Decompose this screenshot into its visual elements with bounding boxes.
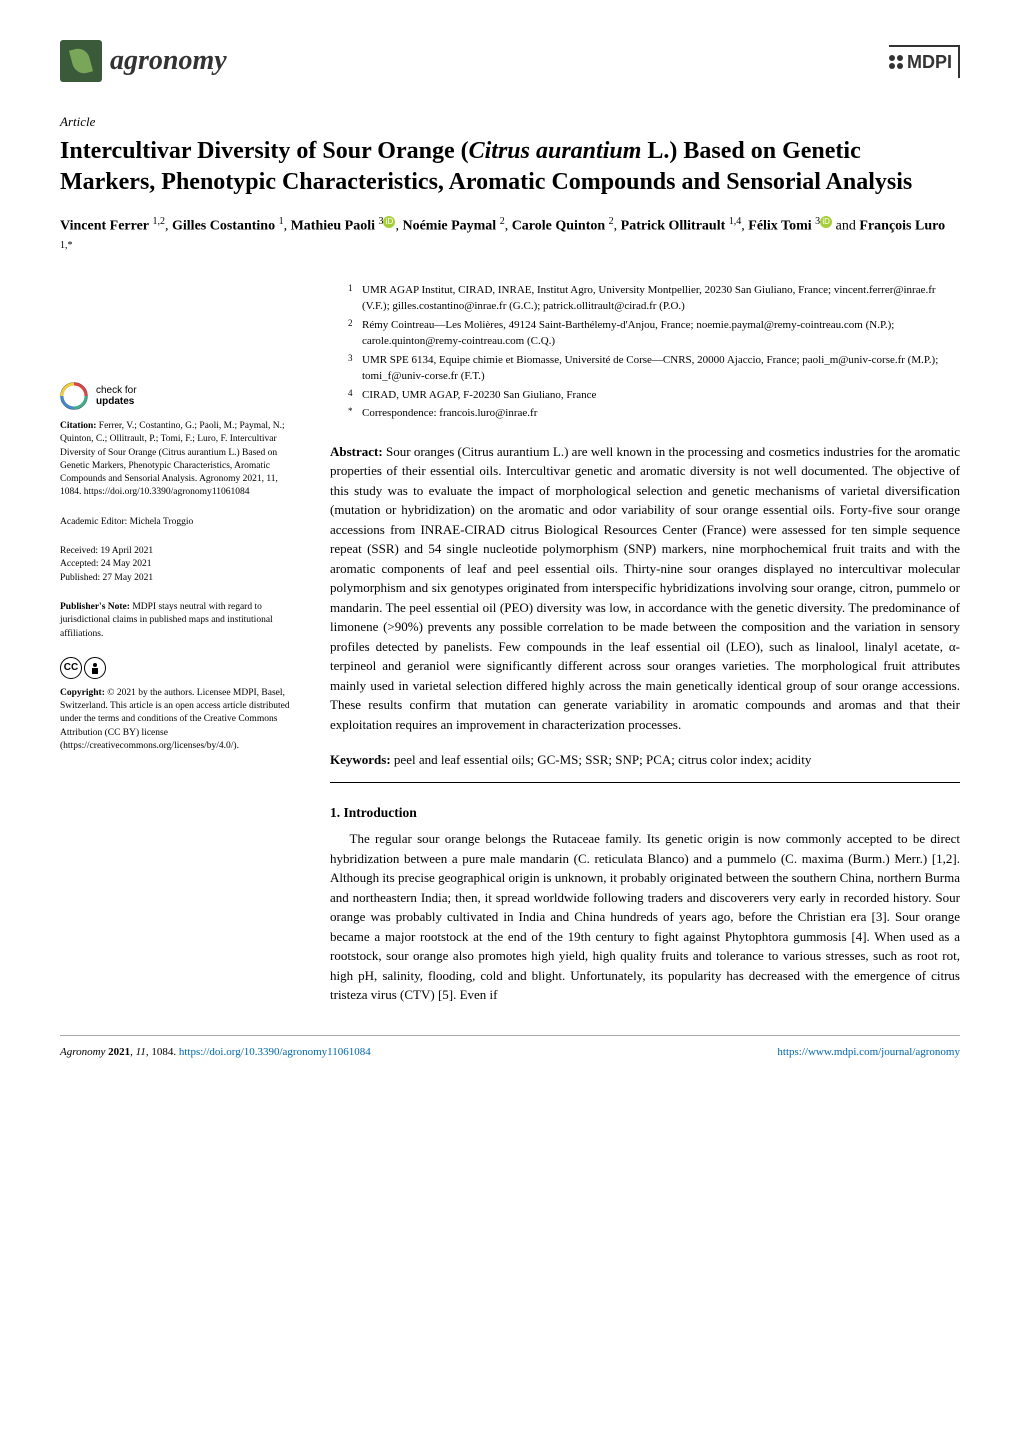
- section-divider: [330, 782, 960, 783]
- abstract-text: Sour oranges (Citrus aurantium L.) are w…: [330, 444, 960, 732]
- abstract-block: Abstract: Sour oranges (Citrus aurantium…: [330, 442, 960, 735]
- copyright-label: Copyright:: [60, 688, 105, 698]
- author-name: Mathieu Paoli: [291, 219, 375, 234]
- affiliation-text: UMR AGAP Institut, CIRAD, INRAE, Institu…: [362, 282, 960, 315]
- title-pre: Intercultivar Diversity of Sour Orange (: [60, 138, 469, 164]
- author-list: Vincent Ferrer 1,2, Gilles Costantino 1,…: [60, 214, 960, 262]
- affiliation-num: 1: [348, 282, 362, 315]
- author-affiliation-sup: 1,2: [153, 216, 166, 227]
- journal-logo: agronomy: [60, 40, 227, 82]
- author-affiliation-sup: 2: [609, 216, 614, 227]
- metadata-sidebar: check forupdates Citation: Ferrer, V.; C…: [60, 282, 300, 1005]
- author-name: François Luro: [859, 219, 945, 234]
- mdpi-logo: MDPI: [889, 45, 960, 78]
- accepted-label: Accepted:: [60, 559, 99, 569]
- cc-by-badge-icon: CC: [60, 657, 300, 679]
- affiliation-row: *Correspondence: francois.luro@inrae.fr: [348, 405, 960, 422]
- accepted-date: 24 May 2021: [101, 559, 152, 569]
- affiliation-row: 2Rémy Cointreau—Les Molières, 49124 Sain…: [348, 317, 960, 350]
- abstract-label: Abstract:: [330, 444, 383, 459]
- main-content: 1UMR AGAP Institut, CIRAD, INRAE, Instit…: [330, 282, 960, 1005]
- page-header: agronomy MDPI: [60, 40, 960, 82]
- affiliation-row: 1UMR AGAP Institut, CIRAD, INRAE, Instit…: [348, 282, 960, 315]
- editor-name: Michela Troggio: [130, 517, 194, 527]
- orcid-icon: iD: [820, 216, 832, 228]
- author-name: Vincent Ferrer: [60, 219, 149, 234]
- journal-url-link[interactable]: https://www.mdpi.com/journal/agronomy: [777, 1046, 960, 1058]
- affiliation-num: 3: [348, 352, 362, 385]
- affiliation-text: Rémy Cointreau—Les Molières, 49124 Saint…: [362, 317, 960, 350]
- agronomy-leaf-icon: [60, 40, 102, 82]
- affiliation-num: *: [348, 405, 362, 422]
- check-for-updates[interactable]: check forupdates: [60, 382, 300, 410]
- received-label: Received:: [60, 546, 98, 556]
- affiliations-list: 1UMR AGAP Institut, CIRAD, INRAE, Instit…: [330, 282, 960, 422]
- footer-left: Agronomy 2021, 11, 1084. https://doi.org…: [60, 1044, 371, 1061]
- author-affiliation-sup: 1: [279, 216, 284, 227]
- affiliation-row: 3UMR SPE 6134, Equipe chimie et Biomasse…: [348, 352, 960, 385]
- pubnote-label: Publisher's Note:: [60, 602, 130, 612]
- title-species: Citrus aurantium: [469, 138, 642, 164]
- orcid-icon: iD: [383, 216, 395, 228]
- author-name: Carole Quinton: [512, 219, 605, 234]
- publisher-note-block: Publisher's Note: MDPI stays neutral wit…: [60, 601, 300, 641]
- journal-name: agronomy: [110, 40, 227, 82]
- citation-label: Citation:: [60, 421, 96, 431]
- copyright-block: CC Copyright: © 2021 by the authors. Lic…: [60, 657, 300, 753]
- affiliation-text: UMR SPE 6134, Equipe chimie et Biomasse,…: [362, 352, 960, 385]
- footer-right: https://www.mdpi.com/journal/agronomy: [777, 1044, 960, 1061]
- doi-link[interactable]: https://doi.org/10.3390/agronomy11061084: [179, 1046, 371, 1058]
- citation-text: Ferrer, V.; Costantino, G.; Paoli, M.; P…: [60, 421, 285, 497]
- author-affiliation-sup: 1,4: [729, 216, 742, 227]
- affiliation-text: CIRAD, UMR AGAP, F-20230 San Giuliano, F…: [362, 387, 596, 404]
- published-date: 27 May 2021: [103, 573, 154, 583]
- mdpi-dots-icon: [889, 55, 903, 69]
- author-affiliation-sup: 1,*: [60, 240, 73, 251]
- affiliation-num: 2: [348, 317, 362, 350]
- dates-block: Received: 19 April 2021 Accepted: 24 May…: [60, 545, 300, 585]
- keywords-label: Keywords:: [330, 752, 391, 767]
- check-updates-icon: [60, 382, 88, 410]
- author-name: Félix Tomi: [748, 219, 811, 234]
- article-title: Intercultivar Diversity of Sour Orange (…: [60, 136, 960, 198]
- publisher-name: MDPI: [907, 49, 952, 76]
- citation-block: Citation: Ferrer, V.; Costantino, G.; Pa…: [60, 420, 300, 500]
- article-type: Article: [60, 112, 960, 132]
- editor-label: Academic Editor:: [60, 517, 127, 527]
- affiliation-row: 4CIRAD, UMR AGAP, F-20230 San Giuliano, …: [348, 387, 960, 404]
- received-date: 19 April 2021: [100, 546, 153, 556]
- published-label: Published:: [60, 573, 100, 583]
- affiliation-text: Correspondence: francois.luro@inrae.fr: [362, 405, 537, 422]
- editor-block: Academic Editor: Michela Troggio: [60, 516, 300, 529]
- keywords-block: Keywords: peel and leaf essential oils; …: [330, 750, 960, 770]
- author-name: Gilles Costantino: [172, 219, 275, 234]
- author-name: Patrick Ollitrault: [621, 219, 726, 234]
- section-heading: 1. Introduction: [330, 803, 960, 823]
- affiliation-num: 4: [348, 387, 362, 404]
- keywords-text: peel and leaf essential oils; GC-MS; SSR…: [394, 752, 811, 767]
- check-updates-label: check forupdates: [96, 385, 137, 407]
- author-affiliation-sup: 2: [500, 216, 505, 227]
- author-name: Noémie Paymal: [402, 219, 496, 234]
- page-footer: Agronomy 2021, 11, 1084. https://doi.org…: [60, 1035, 960, 1061]
- intro-paragraph: The regular sour orange belongs the Ruta…: [330, 829, 960, 1005]
